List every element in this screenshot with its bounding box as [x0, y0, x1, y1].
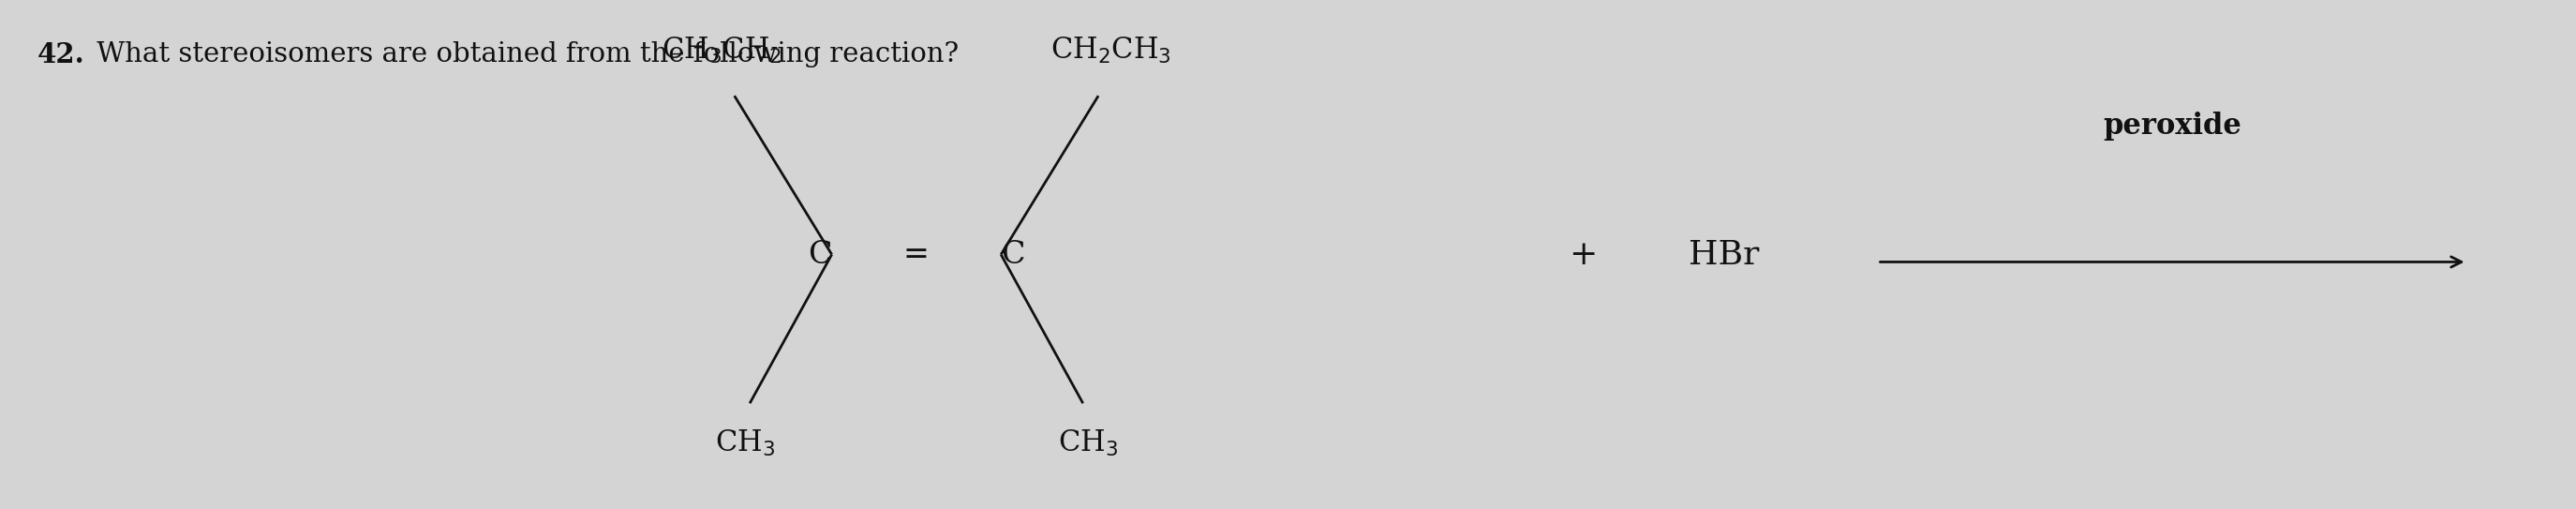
- Text: HBr: HBr: [1687, 239, 1759, 270]
- Text: C: C: [809, 240, 832, 269]
- Text: CH$_3$: CH$_3$: [714, 428, 775, 458]
- Text: peroxide: peroxide: [2102, 111, 2241, 140]
- Text: 42.: 42.: [36, 41, 85, 68]
- Text: CH$_3$: CH$_3$: [1059, 428, 1118, 458]
- Text: =: =: [904, 240, 930, 269]
- Text: C: C: [1002, 240, 1025, 269]
- Text: +: +: [1569, 239, 1597, 270]
- Text: What stereoisomers are obtained from the following reaction?: What stereoisomers are obtained from the…: [88, 41, 958, 68]
- Text: CH$_2$CH$_3$: CH$_2$CH$_3$: [1051, 36, 1172, 66]
- Text: CH$_3$CH$_2$: CH$_3$CH$_2$: [662, 36, 781, 66]
